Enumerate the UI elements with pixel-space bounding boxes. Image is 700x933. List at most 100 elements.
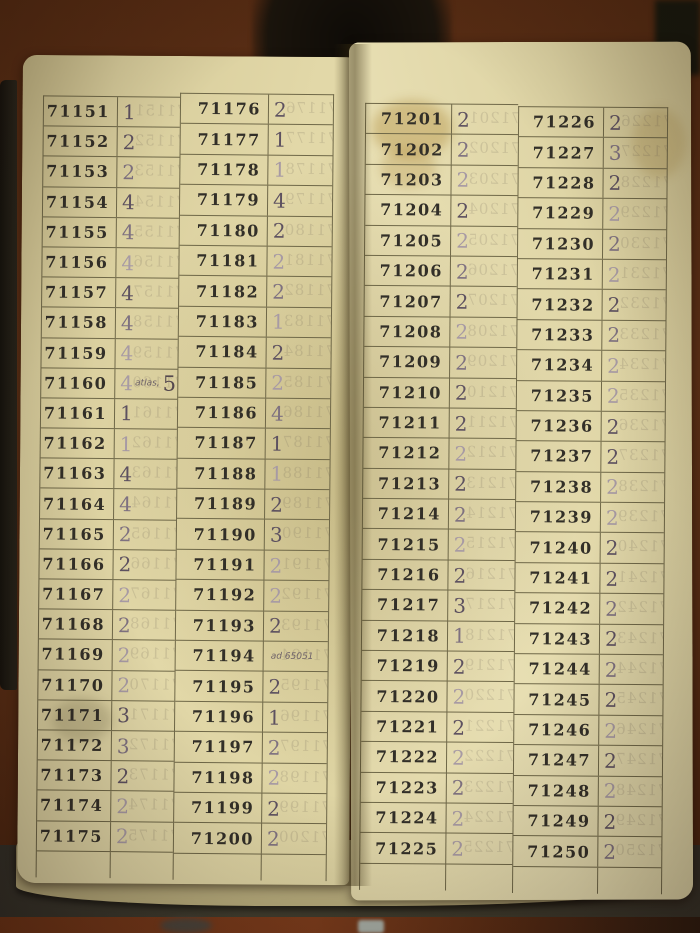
count-cell: 71236 2 <box>600 411 665 442</box>
catalog-number: 71237 <box>530 446 594 467</box>
count-value: 2 <box>603 748 617 773</box>
ledger-row: 71217 71217 3 <box>362 590 515 622</box>
count-value: 2 <box>456 198 470 223</box>
count-value: 2 <box>603 779 617 804</box>
catalog-number: 71244 <box>528 659 592 679</box>
ghost-print: 71209 <box>466 351 517 371</box>
ledger-row: 71204 71204 2 <box>365 195 518 227</box>
count-cell: 71234 2 <box>601 350 666 381</box>
ghost-print: 71246 <box>615 719 663 739</box>
count-value: 2 <box>605 596 619 621</box>
count-value: 2 <box>607 262 621 287</box>
catalog-number: 71243 <box>528 629 593 649</box>
count-cell: 71246 2 <box>598 715 663 746</box>
count-value: 2 <box>606 383 620 409</box>
ledger-row: 71226 71226 2 <box>518 107 668 139</box>
count-value: 2 <box>607 292 621 317</box>
catalog-number: 71216 <box>377 565 441 585</box>
count-cell: 71248 2 <box>597 776 662 807</box>
catalog-number: 71205 <box>379 230 444 251</box>
catalog-number: 71212 <box>378 443 442 463</box>
count-cell: 71237 2 <box>600 442 665 472</box>
count-cell: 71207 2 <box>449 286 517 317</box>
ledger-row: 71249 71249 2 <box>513 806 662 838</box>
count-cell: 71218 1 <box>446 621 515 652</box>
ledger-row: 71237 71237 2 <box>516 441 665 473</box>
ghost-print: 71201 <box>468 108 519 128</box>
count-value: 1 <box>452 623 466 649</box>
ghost-print: 71227 <box>619 142 667 161</box>
ghost-print: 71231 <box>618 263 666 283</box>
ghost-print: 71204 <box>467 199 518 219</box>
catalog-number: 71219 <box>376 656 440 676</box>
ghost-print: 71249 <box>614 810 662 830</box>
count-cell: 71217 3 <box>447 590 515 621</box>
book-binding <box>0 80 17 690</box>
count-value: 2 <box>454 380 468 405</box>
count-cell: 71227 3 <box>602 138 667 169</box>
count-cell: 71228 2 <box>602 168 667 199</box>
count-cell: 71245 2 <box>598 685 663 716</box>
ghost-print: 71235 <box>617 385 666 404</box>
ledger-row: 71250 71250 2 <box>513 836 662 868</box>
ledger-column: 71201 71201 2 71202 71202 2 71203 71203 2 71204 71… <box>359 102 519 891</box>
count-cell: 71225 2 <box>445 833 513 864</box>
ledger-row: 71236 71236 2 <box>516 410 665 443</box>
ledger-row: 71211 71211 2 <box>363 407 516 440</box>
count-value: 2 <box>451 836 465 861</box>
ghost-print: 71228 <box>619 172 667 192</box>
ghost-print: 71226 <box>619 111 668 131</box>
catalog-number: 71242 <box>528 598 593 619</box>
ghost-print: 71217 <box>464 594 515 614</box>
catalog-number: 71239 <box>529 507 594 527</box>
catalog-number: 71238 <box>529 477 594 497</box>
catalog-number: 71227 <box>532 142 596 163</box>
catalog-number: 71209 <box>378 352 443 372</box>
catalog-number: 71246 <box>528 720 592 740</box>
count-cell: 71241 2 <box>599 563 664 594</box>
count-cell: 71222 2 <box>445 742 514 773</box>
count-cell: 71210 2 <box>448 378 517 408</box>
stain <box>632 108 686 178</box>
 <box>445 864 513 891</box>
catalog-number: 71207 <box>379 291 443 312</box>
count-cell: 71211 2 <box>448 408 516 439</box>
ghost-print: 71238 <box>617 476 665 495</box>
catalog-number: 71250 <box>527 841 591 862</box>
ghost-print: 71234 <box>618 354 666 374</box>
ghost-print: 71216 <box>464 564 515 583</box>
count-cell: 71203 2 <box>450 165 518 196</box>
catalog-number: 71225 <box>375 838 439 859</box>
ghost-print: 71219 <box>463 655 514 675</box>
count-cell: 71221 2 <box>446 712 514 743</box>
ghost-print: 71236 <box>617 415 665 435</box>
count-cell: 71235 2 <box>600 381 666 412</box>
catalog-number: 71228 <box>532 173 596 193</box>
count-cell: 71233 2 <box>601 320 666 351</box>
ghost-print: 71233 <box>618 324 666 344</box>
count-cell: 71208 2 <box>449 317 517 348</box>
count-value: 2 <box>604 627 618 652</box>
count-value: 2 <box>455 289 469 314</box>
ghost-print: 71211 <box>465 412 516 431</box>
count-cell: 71244 2 <box>598 654 663 685</box>
ledger-row: 71220 71220 2 <box>361 681 514 713</box>
ledger-row: 71212 71212 2 <box>363 438 516 470</box>
catalog-number: 71222 <box>375 747 440 767</box>
ledger-row: 71221 71221 2 <box>361 711 514 744</box>
catalog-number: 71236 <box>530 416 594 436</box>
count-value: 2 <box>452 715 466 740</box>
count-value: 2 <box>606 475 620 500</box>
ghost-print: 71222 <box>463 746 514 766</box>
count-cell: 71240 2 <box>599 533 664 564</box>
catalog-number: 71217 <box>377 595 441 615</box>
catalog-number: 71204 <box>380 200 444 220</box>
ledger-row: 71214 71214 2 <box>362 498 516 531</box>
count-value: 2 <box>455 259 469 284</box>
count-cell: 71226 2 <box>602 107 668 138</box>
ghost-print: 71240 <box>616 537 664 556</box>
count-value: 2 <box>452 654 466 679</box>
count-cell: 71204 2 <box>450 195 518 226</box>
catalog-number: 71210 <box>378 382 443 403</box>
